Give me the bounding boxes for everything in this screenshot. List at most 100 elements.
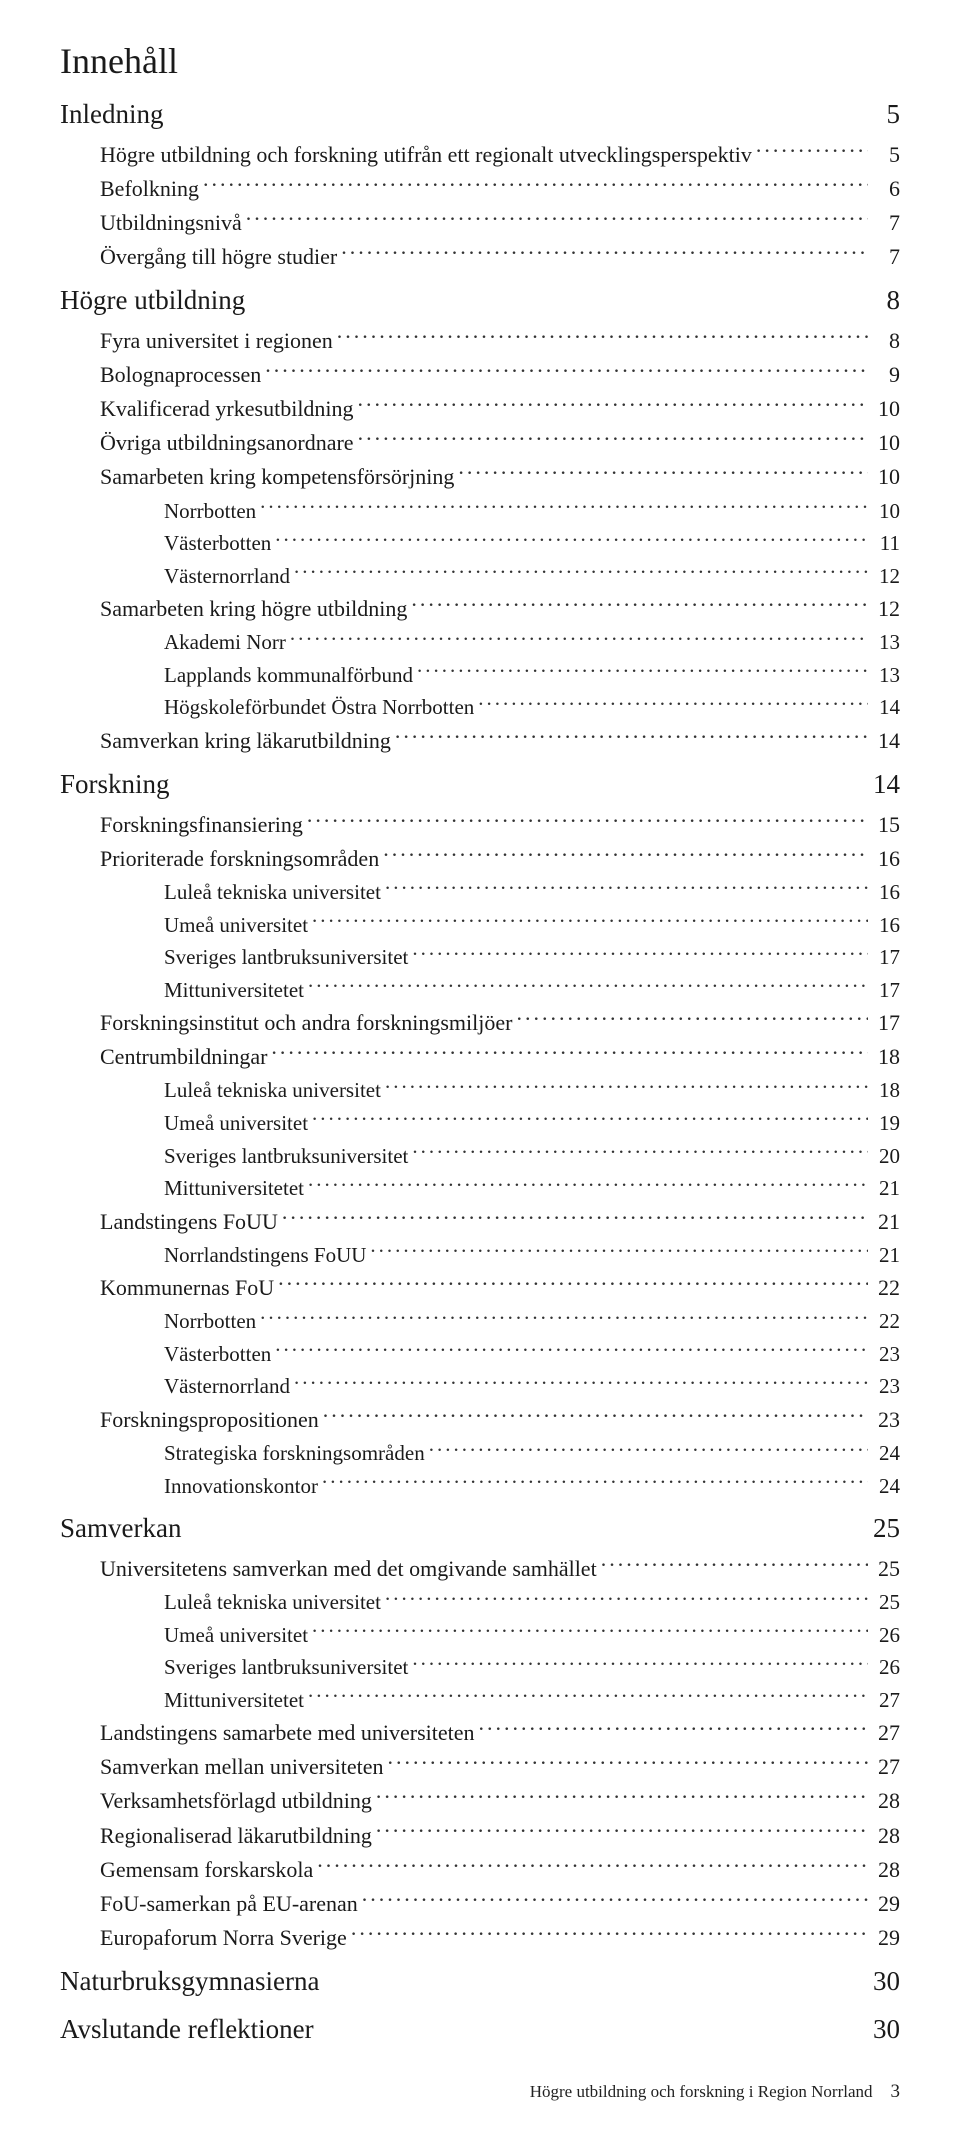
toc-leader-dots: [412, 943, 868, 964]
toc-leader-dots: [308, 1686, 868, 1707]
toc-entry-page: 13: [872, 626, 900, 659]
toc-entry-page: 8: [872, 324, 900, 358]
toc-entry-page: 30: [872, 1961, 900, 2003]
toc-leader-dots: [278, 1273, 868, 1295]
toc-entry-label: FoU-samerkan på EU-arenan: [100, 1887, 358, 1921]
toc-entry-label: Samarbeten kring högre utbildning: [100, 592, 407, 626]
toc-entry: Bolognaprocessen9: [100, 358, 900, 392]
toc-entry-label: Norrbotten: [164, 495, 256, 528]
toc-entry-label: Universitetens samverkan med det omgivan…: [100, 1552, 597, 1586]
toc-entry-page: 23: [872, 1403, 900, 1437]
toc-leader-dots: [351, 1923, 868, 1945]
toc-entry-page: 19: [872, 1107, 900, 1140]
toc-entry-label: Mittuniversitetet: [164, 1684, 304, 1717]
toc-entry: Mittuniversitetet27: [164, 1684, 900, 1717]
toc-entry-label: Forskningspropositionen: [100, 1403, 319, 1437]
toc-leader-dots: [290, 628, 868, 649]
toc-entry: Umeå universitet19: [164, 1107, 900, 1140]
toc-leader-dots: [341, 242, 868, 264]
toc-entry-label: Umeå universitet: [164, 1619, 308, 1652]
toc-entry: Forskningsinstitut och andra forskningsm…: [100, 1006, 900, 1040]
toc-entry-label: Befolkning: [100, 172, 199, 206]
toc-leader-dots: [275, 529, 868, 550]
toc-entry-label: Samarbeten kring kompetensförsörjning: [100, 460, 454, 494]
toc-entry-page: 21: [872, 1172, 900, 1205]
toc-entry-page: 27: [872, 1750, 900, 1784]
toc-entry-label: Samverkan: [60, 1508, 181, 1550]
toc-entry: Centrumbildningar18: [100, 1040, 900, 1074]
toc-entry-label: Norrbotten: [164, 1305, 256, 1338]
toc-entry: Verksamhetsförlagd utbildning 28: [100, 1784, 900, 1818]
toc-entry: Gemensam forskarskola28: [100, 1853, 900, 1887]
toc-entry-label: Sveriges lantbruksuniversitet: [164, 1140, 408, 1173]
toc-leader-dots: [385, 1076, 868, 1097]
toc-entry: Högskoleförbundet Östra Norrbotten14: [164, 691, 900, 724]
toc-entry-page: 8: [872, 280, 900, 322]
toc-entry: Lapplands kommunalförbund13: [164, 659, 900, 692]
toc-entry-page: 10: [872, 460, 900, 494]
toc-entry: Avslutande reflektioner30: [60, 2009, 900, 2051]
toc-leader-dots: [458, 462, 868, 484]
toc-entry: Norrbotten 22: [164, 1305, 900, 1338]
toc-entry-page: 11: [872, 527, 900, 560]
toc-entry: Övriga utbildningsanordnare10: [100, 426, 900, 460]
toc-entry-page: 18: [872, 1074, 900, 1107]
toc-leader-dots: [265, 360, 868, 382]
toc-page: Innehåll Inledning5Högre utbildning och …: [0, 0, 960, 2133]
toc-entry-page: 23: [872, 1370, 900, 1403]
toc-leader-dots: [385, 878, 868, 899]
toc-entry: Västerbotten23: [164, 1338, 900, 1371]
toc-entry-page: 25: [872, 1508, 900, 1550]
toc-leader-dots: [756, 140, 868, 162]
toc-leader-dots: [308, 1174, 868, 1195]
toc-entry-label: Akademi Norr: [164, 626, 286, 659]
toc-entry-page: 21: [872, 1205, 900, 1239]
toc-entry-page: 10: [872, 426, 900, 460]
toc-entry: Landstingens FoUU21: [100, 1205, 900, 1239]
toc-leader-dots: [376, 1821, 868, 1843]
toc-leader-dots: [294, 1372, 868, 1393]
toc-entry: Strategiska forskningsområden24: [164, 1437, 900, 1470]
toc-entry: Inledning5: [60, 94, 900, 136]
toc-entry-page: 24: [872, 1470, 900, 1503]
toc-entry: Mittuniversitetet21: [164, 1172, 900, 1205]
toc-leader-dots: [478, 693, 868, 714]
toc-entry-label: Strategiska forskningsområden: [164, 1437, 425, 1470]
toc-entry: Forskning14: [60, 764, 900, 806]
toc-entry-label: Luleå tekniska universitet: [164, 1074, 381, 1107]
toc-leader-dots: [395, 726, 868, 748]
toc-entry-label: Inledning: [60, 94, 163, 136]
toc-entry-page: 26: [872, 1619, 900, 1652]
toc-entry-label: Europaforum Norra Sverige: [100, 1921, 347, 1955]
toc-leader-dots: [385, 1588, 868, 1609]
footer-page-number: 3: [891, 2081, 901, 2103]
toc-entry-page: 22: [872, 1305, 900, 1338]
toc-entry-page: 17: [872, 1006, 900, 1040]
toc-leader-dots: [429, 1439, 868, 1460]
toc-entry-label: Luleå tekniska universitet: [164, 876, 381, 909]
toc-entry: Regionaliserad läkarutbildning28: [100, 1819, 900, 1853]
toc-entry: Västernorrland12: [164, 560, 900, 593]
toc-leader-dots: [294, 562, 868, 583]
toc-entry-page: 14: [872, 764, 900, 806]
toc-leader-dots: [383, 844, 868, 866]
toc-entry-label: Samverkan kring läkarutbildning: [100, 724, 391, 758]
toc-entry: Naturbruksgymnasierna30: [60, 1961, 900, 2003]
toc-entry-page: 29: [872, 1887, 900, 1921]
toc-entry: Luleå tekniska universitet25: [164, 1586, 900, 1619]
toc-leader-dots: [260, 497, 868, 518]
toc-entry-label: Verksamhetsförlagd utbildning: [100, 1784, 372, 1818]
toc-entry-label: Landstingens samarbete med universiteten: [100, 1716, 475, 1750]
toc-entry: Umeå universitet16: [164, 909, 900, 942]
toc-entry-label: Avslutande reflektioner: [60, 2009, 314, 2051]
toc-entry-label: Västernorrland: [164, 560, 290, 593]
toc-leader-dots: [308, 976, 868, 997]
toc-entry-page: 28: [872, 1784, 900, 1818]
toc-entry: Utbildningsnivå7: [100, 206, 900, 240]
toc-entry-page: 13: [872, 659, 900, 692]
toc-entry-label: Fyra universitet i regionen: [100, 324, 333, 358]
toc-entry-page: 17: [872, 941, 900, 974]
toc-entry-page: 22: [872, 1271, 900, 1305]
toc-entry-page: 23: [872, 1338, 900, 1371]
toc-entry-label: Centrumbildningar: [100, 1040, 267, 1074]
